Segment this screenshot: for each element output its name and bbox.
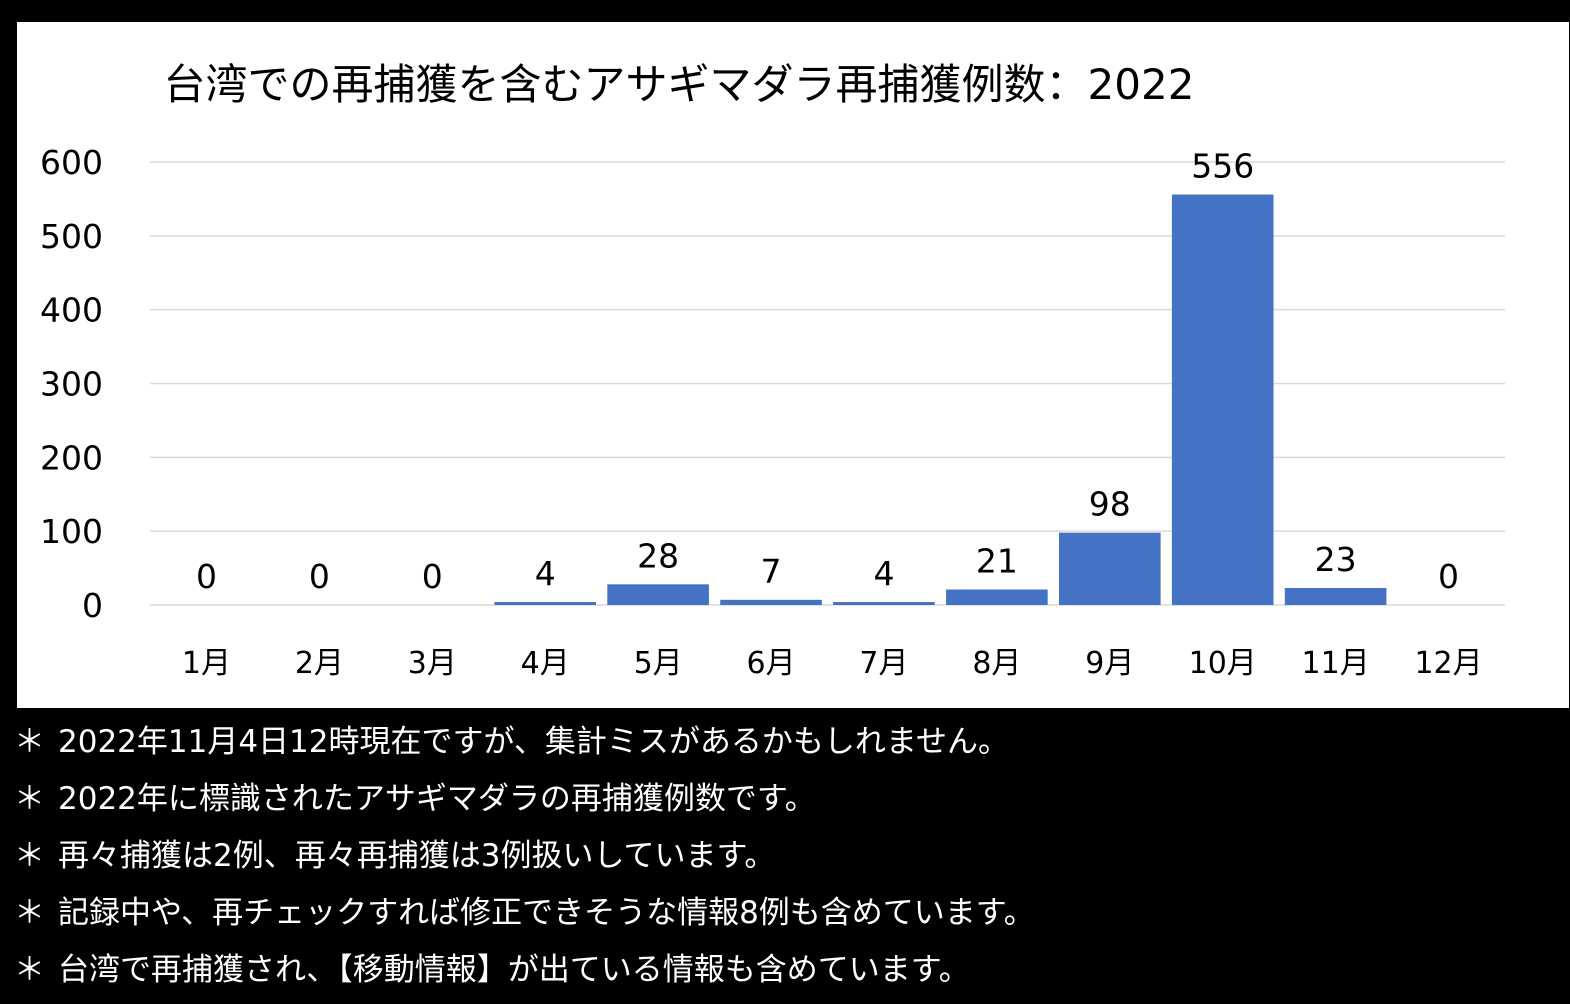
bar-9 [1058,532,1161,605]
bar-10 [1171,194,1274,605]
x-category-label: 5月 [634,646,683,681]
y-tick-label: 600 [40,143,103,182]
x-axis-categories: 1月 2月 3月 4月 5月 6月 7月 8月 9月 10月 11月 12月 [182,646,1483,681]
x-category-label: 7月 [859,646,908,681]
data-label: 4 [535,554,556,593]
note-text: 2022年に標識されたアサギマダラの再捕獲例数です。 [58,781,816,817]
x-category-label: 3月 [408,646,457,681]
chart-panel: 台湾での再捕獲を含むアサギマダラ再捕獲例数：2022 0 100 200 300 400… [17,22,1569,708]
notes-list: ＊ 2022年11月4日12時現在ですが、集計ミスがあるかもしれません。 ＊ 202… [14,716,1554,1001]
x-category-label: 2月 [295,646,344,681]
note-bullet: ＊ [14,838,45,874]
note-line: ＊ 記録中や、再チェックすれば修正できそうな情報8例も含めています。 [14,887,1554,944]
bars [494,194,1387,605]
bar-5 [607,584,709,605]
note-text: 記録中や、再チェックすれば修正できそうな情報8例も含めています。 [58,895,1035,931]
note-bullet: ＊ [14,895,45,931]
y-tick-label: 100 [40,512,103,551]
note-text: 台湾で再捕獲され、【移動情報】が出ている情報も含めています。 [58,952,970,988]
x-category-label: 6月 [746,646,795,681]
data-label: 0 [196,557,217,596]
bar-chart: 台湾での再捕獲を含むアサギマダラ再捕獲例数：2022 0100200300400… [40,60,1505,681]
bar-7 [833,602,935,605]
note-bullet: ＊ [14,952,45,988]
data-label: 4 [873,554,894,593]
data-label: 0 [1438,557,1459,596]
y-tick-label: 500 [40,217,103,256]
bar-6 [720,599,822,605]
note-bullet: ＊ [14,781,45,817]
data-labels: 0 0 0 4 28 7 4 21 98 556 23 0 [196,146,1459,596]
y-tick-label: 300 [40,365,103,404]
data-label: 0 [422,557,443,596]
note-line: ＊ 台湾で再捕獲され、【移動情報】が出ている情報も含めています。 [14,944,1554,1001]
x-category-label: 12月 [1414,646,1482,681]
note-line: ＊ 2022年11月4日12時現在ですが、集計ミスがあるかもしれません。 [14,716,1554,773]
x-category-label: 8月 [972,646,1021,681]
note-line: ＊ 2022年に標識されたアサギマダラの再捕獲例数です。 [14,773,1554,830]
bar-4 [494,602,597,605]
data-label: 23 [1315,540,1357,579]
x-category-label: 1月 [182,646,231,681]
y-tick-label: 400 [40,291,103,330]
data-label: 21 [976,541,1018,580]
bar-11 [1284,588,1387,605]
chart-title: 台湾での再捕獲を含むアサギマダラ再捕獲例数：2022 [164,60,1195,109]
y-tick-label: 200 [40,438,103,477]
x-category-label: 4月 [521,646,570,681]
x-category-label: 11月 [1302,646,1370,681]
data-label: 7 [761,552,782,591]
data-label: 98 [1089,485,1131,524]
note-text: 再々捕獲は2例、再々再捕獲は3例扱いしています。 [58,838,776,874]
gridlines [150,161,1505,606]
note-line: ＊ 再々捕獲は2例、再々再捕獲は3例扱いしています。 [14,830,1554,887]
bar-8 [946,589,1048,605]
data-label: 0 [309,557,330,596]
note-text: 2022年11月4日12時現在ですが、集計ミスがあるかもしれません。 [58,724,1009,760]
y-axis-ticks: 0 100 200 300 400 500 600 [40,143,103,625]
data-label: 556 [1191,146,1254,185]
x-category-label: 9月 [1085,646,1134,681]
note-bullet: ＊ [14,724,45,760]
data-label: 28 [637,536,679,575]
y-tick-label: 0 [82,586,103,625]
x-category-label: 10月 [1189,646,1257,681]
